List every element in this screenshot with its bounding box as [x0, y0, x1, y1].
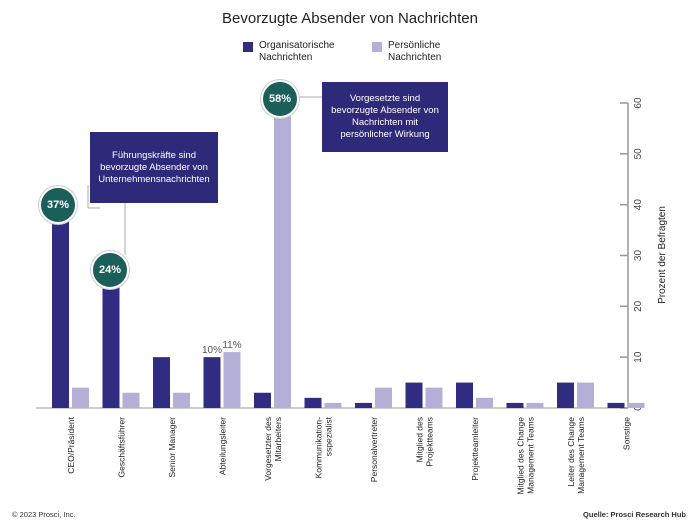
bar-org [304, 397, 322, 408]
bar-org [254, 392, 271, 408]
bar-org [456, 382, 473, 408]
category-label: Management Teams [576, 417, 586, 494]
callout-leaders: Führungskräfte sind bevorzugte Absender … [90, 132, 218, 203]
bar-personal [425, 387, 443, 408]
bar-personal [627, 402, 645, 408]
bar-personal [324, 402, 342, 408]
data-label: 11% [222, 340, 241, 351]
y-tick-label: 30 [633, 250, 644, 262]
bar-org [203, 357, 221, 408]
bar-personal [223, 352, 241, 408]
category-label: Leiter des Change [566, 417, 576, 487]
category-label: Mitglied des [415, 417, 425, 462]
bar-org [102, 286, 120, 408]
bar-personal [526, 402, 544, 408]
badge-ceo: 37% [39, 186, 77, 224]
y-tick-label: 10 [633, 351, 644, 363]
legend-swatch [372, 42, 382, 52]
category-label: CEO/Präsident [66, 416, 76, 473]
category-label: Management Teams [526, 417, 536, 494]
badge-vorg: 58% [261, 80, 299, 118]
bar-org [355, 402, 372, 408]
y-tick-label: 60 [633, 97, 644, 109]
bar-personal [173, 392, 190, 408]
data-label: 10% [202, 345, 222, 356]
bar-org [557, 382, 574, 408]
bar-personal [122, 392, 140, 408]
bar-org [607, 402, 625, 408]
category-label: Projektteams [425, 417, 435, 467]
bar-org [153, 357, 170, 408]
y-tick-label: 50 [633, 148, 644, 160]
legend-item-org: Organisatorische Nachrichten [243, 40, 369, 64]
legend-swatch [243, 42, 253, 52]
bar-personal [274, 113, 291, 409]
category-label: Vorgesetzter des [263, 417, 273, 481]
category-label: sspezialist [324, 416, 334, 456]
bar-org [52, 219, 69, 408]
bar-personal [375, 387, 392, 408]
category-label: Senior Manager [167, 417, 177, 478]
legend-label: Persönliche Nachrichten [388, 40, 442, 63]
category-label: Projektteamleiter [470, 417, 480, 481]
category-label: Geschäftsführer [117, 417, 127, 478]
bar-org [405, 382, 423, 408]
copyright: © 2023 Prosci, Inc. [12, 510, 76, 519]
bar-personal [577, 382, 594, 408]
y-tick-label: 20 [633, 300, 644, 312]
source: Quelle: Prosci Research Hub [583, 510, 686, 519]
legend-label: Organisatorische Nachrichten [259, 40, 335, 63]
badge-gf: 24% [91, 251, 129, 289]
y-axis-label: Prozent der Befragten [657, 206, 668, 304]
bar-personal [476, 397, 493, 408]
category-label: Abteilungsleiter [218, 417, 228, 475]
y-tick-label: 40 [633, 199, 644, 211]
chart-title: Bevorzugte Absender von Nachrichten [222, 10, 478, 27]
category-label: Mitglied des Change [516, 417, 526, 495]
callout-supervisors: Vorgesetzte sind bevorzugte Absender von… [322, 82, 448, 152]
category-label: Personalvertreter [369, 417, 379, 482]
category-label: Sonstige [622, 417, 632, 450]
category-label: Mitarbeiters [273, 417, 283, 461]
bar-org [506, 402, 524, 408]
bar-personal [72, 387, 89, 408]
legend-item-personal: Persönliche Nachrichten [372, 40, 458, 64]
category-label: Kommunikation- [314, 417, 324, 479]
